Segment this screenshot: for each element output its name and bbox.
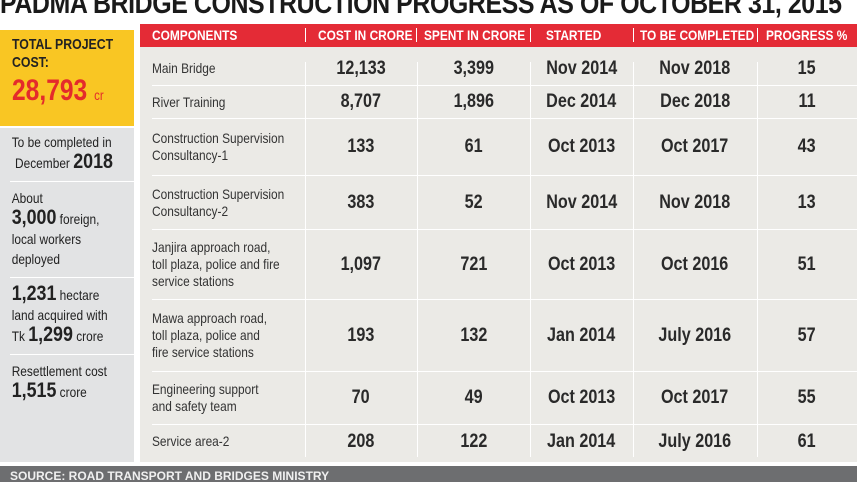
cell-cost: 8,707 [340,91,382,112]
progress-table: COMPONENTS COST IN CRORE SPENT IN CRORE … [140,24,857,462]
cell-spent: 1,896 [453,91,494,112]
cell-started: Oct 2013 [547,136,616,157]
fact-land: 1,231 hectare land acquired with Tk 1,299 … [10,278,141,355]
total-label: TOTAL PROJECT COST: [12,36,114,71]
cell-completed: July 2016 [658,430,732,452]
cell-cost: 70 [352,387,370,408]
table-row: Engineering support and safety team 70 49 O… [152,372,857,425]
cell-progress: 51 [798,253,816,275]
cell-started: Dec 2014 [546,91,617,112]
cell-started: Oct 2013 [547,253,616,275]
header-completed: TO BE COMPLETED [640,27,755,43]
cell-progress: 55 [798,387,816,408]
cell-component: River Training [152,93,226,110]
cell-completed: July 2016 [658,324,732,346]
cell-cost: 193 [347,324,375,346]
total-value: 28,793 cr [12,74,104,107]
cell-completed: Nov 2018 [659,57,731,79]
header-started: STARTED [546,27,602,43]
table-row: River Training 8,707 1,896 Dec 2014 Dec 2018… [152,86,857,119]
cell-spent: 132 [460,324,487,346]
cell-started: Jan 2014 [547,324,616,346]
header-components: COMPONENTS [152,27,238,43]
cell-spent: 52 [464,191,483,213]
header-cost: COST IN CRORE [318,27,413,43]
cell-started: Jan 2014 [547,430,616,452]
cell-component: Construction Supervision Consultancy-2 [152,185,285,219]
cell-progress: 13 [798,191,816,213]
cell-completed: Dec 2018 [659,91,731,112]
cell-started: Nov 2014 [546,57,617,79]
cell-spent: 49 [464,387,483,408]
cell-progress: 43 [798,136,816,157]
source-footer: SOURCE: ROAD TRANSPORT AND BRIDGES MINIS… [0,466,857,483]
cell-cost: 1,097 [340,253,382,275]
cell-spent: 122 [460,430,487,452]
cell-progress: 57 [798,324,816,346]
cell-completed: Nov 2018 [659,191,731,213]
cell-cost: 133 [347,136,375,157]
facts-panel: To be completed in December 2018 About 3,… [0,128,141,462]
cell-progress: 15 [798,57,816,79]
cell-completed: Oct 2017 [661,136,729,157]
table-row: Main Bridge 12,133 3,399 Nov 2014 Nov 2018 15 [152,52,857,86]
cell-component: Main Bridge [152,60,216,76]
table-header: COMPONENTS COST IN CRORE SPENT IN CRORE … [140,24,857,47]
table-row: Construction Supervision Consultancy-1 13… [152,119,857,176]
header-progress: PROGRESS % [766,27,848,43]
cell-cost: 208 [347,430,375,452]
cell-cost: 383 [347,191,375,213]
cell-component: Service area-2 [152,433,230,449]
cell-completed: Oct 2016 [661,253,729,275]
table-row: Service area-2 208 122 Jan 2014 July 2016 61 [152,425,857,458]
cell-component: Janjira approach road, toll plaza, polic… [152,239,280,289]
cell-started: Nov 2014 [546,191,617,213]
page-title: PADMA BRIDGE CONSTRUCTION PROGRESS AS OF… [0,0,842,20]
cell-component: Mawa approach road, toll plaza, police a… [152,310,268,360]
cell-component: Engineering support and safety team [152,381,259,414]
table-row: Mawa approach road, toll plaza, police a… [152,300,857,372]
cell-completed: Oct 2017 [661,387,729,408]
cell-spent: 721 [460,253,487,275]
header-spent: SPENT IN CRORE [424,27,526,43]
table-row: Janjira approach road, toll plaza, polic… [152,230,857,300]
cell-progress: 11 [798,91,816,112]
cell-cost: 12,133 [336,57,386,79]
cell-started: Oct 2013 [547,387,616,408]
total-cost-box: TOTAL PROJECT COST: 28,793 cr [0,30,134,126]
cell-component: Construction Supervision Consultancy-1 [152,130,285,163]
cell-spent: 3,399 [453,57,494,79]
fact-resettlement: Resettlement cost 1,515 crore [11,363,107,402]
table-row: Construction Supervision Consultancy-2 38… [152,176,857,230]
fact-completion: To be completed in December 2018 [10,128,141,182]
cell-spent: 61 [464,136,483,157]
fact-workers: About 3,000 foreign, local workers deployed [10,182,141,278]
cell-progress: 61 [798,430,816,452]
